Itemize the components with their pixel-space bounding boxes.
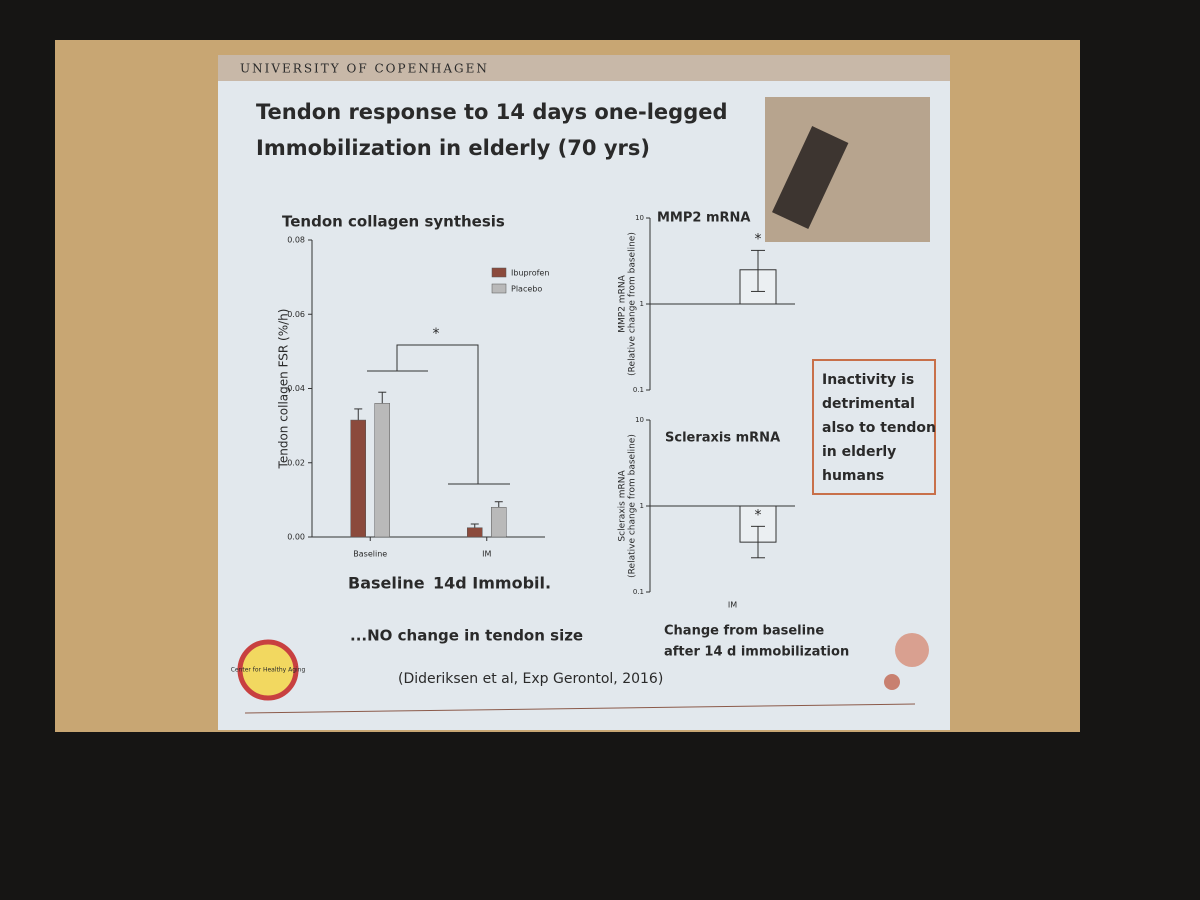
y-axis-label: (Relative change from baseline) bbox=[628, 434, 638, 578]
y-axis-label: Tendon collagen FSR (%/h) bbox=[277, 309, 291, 470]
x-tick-label: IM bbox=[482, 550, 491, 559]
y-tick-label: 1 bbox=[640, 502, 644, 510]
seal bbox=[895, 633, 929, 667]
x-label: Baseline bbox=[348, 574, 425, 593]
y-tick-label: 10 bbox=[635, 214, 644, 222]
x-tick-label: IM bbox=[728, 601, 737, 610]
y-tick-label: 0.02 bbox=[287, 458, 305, 467]
y-axis-label: Scleraxis mRNA bbox=[618, 470, 628, 542]
bar bbox=[491, 507, 507, 538]
y-tick-label: 10 bbox=[635, 416, 644, 424]
note: Change from baseline bbox=[664, 624, 824, 639]
citation: (Dideriksen et al, Exp Gerontol, 2016) bbox=[398, 671, 663, 687]
bar bbox=[467, 527, 483, 538]
title: Tendon response to 14 days one-legged bbox=[256, 100, 728, 124]
y-tick-label: 0.08 bbox=[287, 236, 305, 245]
y-tick-label: 0.06 bbox=[287, 310, 305, 319]
seal-dot bbox=[884, 674, 900, 690]
title: Immobilization in elderly (70 yrs) bbox=[256, 136, 650, 160]
bar bbox=[374, 403, 390, 538]
callout-line: humans bbox=[822, 468, 884, 484]
callout-box bbox=[812, 359, 936, 495]
y-tick-label: 0.00 bbox=[287, 533, 305, 542]
chart-title: MMP2 mRNA bbox=[657, 211, 750, 226]
annotation: * bbox=[755, 231, 762, 247]
chart-title: Tendon collagen synthesis bbox=[282, 213, 505, 231]
bar bbox=[350, 419, 366, 538]
chart-title: Scleraxis mRNA bbox=[665, 431, 780, 446]
annotation: * bbox=[433, 326, 440, 342]
significance-bracket bbox=[367, 344, 510, 485]
y-tick-label: 0.1 bbox=[633, 386, 644, 394]
logo bbox=[237, 639, 299, 701]
y-tick-label: 0.1 bbox=[633, 588, 644, 596]
legend-label: Ibuprofen bbox=[511, 269, 549, 278]
legend-label: Placebo bbox=[511, 285, 542, 294]
logo-text: Center for Healthy Aging bbox=[231, 667, 306, 674]
legend-swatch bbox=[491, 283, 507, 294]
y-tick-label: 0.04 bbox=[287, 384, 305, 393]
callout-line: Inactivity is bbox=[822, 372, 914, 388]
note: after 14 d immobilization bbox=[664, 645, 849, 660]
note: ...NO change in tendon size bbox=[350, 627, 583, 645]
x-label: 14d Immobil. bbox=[433, 574, 551, 593]
footer-line bbox=[244, 703, 916, 714]
callout-line: detrimental bbox=[822, 396, 915, 412]
photo-brace bbox=[772, 126, 849, 230]
header-band bbox=[218, 55, 950, 81]
callout-line: in elderly bbox=[822, 444, 896, 460]
y-axis-label: MMP2 mRNA bbox=[618, 274, 628, 332]
header: UNIVERSITY OF COPENHAGEN bbox=[240, 62, 489, 76]
x-tick-label: Baseline bbox=[353, 550, 387, 559]
callout-line: also to tendon bbox=[822, 420, 936, 436]
y-tick-label: 1 bbox=[640, 300, 644, 308]
y-axis-label: (Relative change from baseline) bbox=[628, 232, 638, 376]
legend-swatch bbox=[491, 267, 507, 278]
annotation: * bbox=[755, 507, 762, 523]
